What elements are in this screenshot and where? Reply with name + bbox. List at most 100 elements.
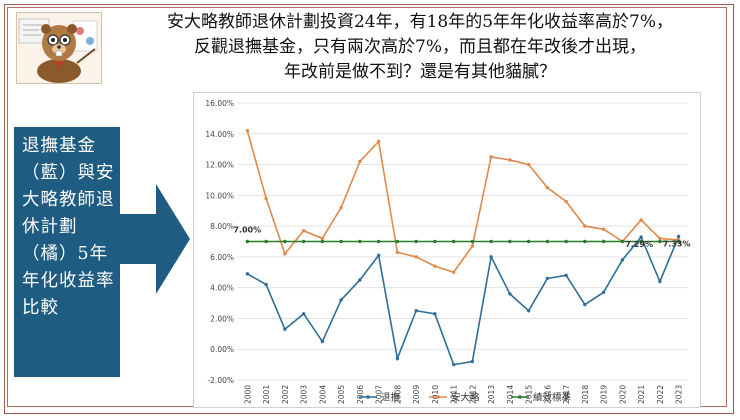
y-tick-label: 0.00%	[210, 345, 234, 354]
data-point-退撫	[564, 273, 568, 278]
data-point-退撫	[470, 359, 475, 364]
data-point-績效標準	[620, 239, 625, 244]
legend-label: 退撫	[381, 392, 401, 404]
x-tick-label: 2006	[356, 385, 365, 404]
data-point-安大略	[395, 250, 400, 254]
x-tick-label: 2014	[506, 385, 515, 404]
x-tick-label: 2020	[618, 385, 627, 404]
data-point-安大略	[414, 255, 418, 259]
data-point-績效標準	[358, 239, 362, 244]
x-tick-label: 2017	[562, 385, 571, 404]
y-tick-label: 2.00%	[210, 314, 234, 323]
data-point-安大略	[639, 218, 643, 222]
data-point-安大略	[339, 205, 343, 210]
data-point-績效標準	[245, 239, 250, 244]
data-point-績效標準	[676, 239, 681, 244]
data-point-安大略	[433, 264, 437, 268]
data-point-退撫	[545, 276, 550, 281]
data-point-績效標準	[545, 239, 550, 244]
data-point-績效標準	[301, 239, 306, 244]
data-point-退撫	[339, 298, 343, 302]
x-tick-label: 2010	[431, 385, 440, 404]
legend-marker	[518, 395, 522, 399]
data-point-績效標準	[433, 239, 437, 244]
x-tick-label: 2023	[675, 385, 684, 404]
data-point-退撫	[358, 278, 362, 282]
data-point-績效標準	[283, 239, 287, 244]
data-point-退撫	[301, 312, 306, 316]
data-point-績效標準	[658, 239, 662, 244]
x-tick-label: 2001	[262, 385, 271, 404]
y-tick-label: 8.00%	[210, 222, 234, 231]
x-tick-label: 2009	[412, 385, 421, 404]
data-point-安大略	[320, 236, 325, 241]
data-point-退撫	[264, 282, 268, 287]
legend-label: 績效標準	[533, 392, 572, 404]
y-tick-label: 12.00%	[205, 161, 234, 170]
x-tick-label: 2002	[281, 385, 290, 404]
x-tick-label: 2000	[243, 385, 252, 404]
x-tick-label: 2004	[318, 385, 327, 404]
y-tick-label: 6.00%	[210, 253, 234, 262]
data-point-退撫	[395, 356, 400, 361]
data-point-績效標準	[376, 239, 381, 244]
data-point-退撫	[620, 258, 625, 262]
data-point-安大略	[283, 252, 287, 256]
data-point-績效標準	[395, 239, 400, 244]
comparison-caption-text: 退撫基金（藍）與安大略教師退休計劃（橘）5年年化收益率比較	[22, 136, 115, 318]
x-tick-label: 2013	[487, 385, 496, 404]
legend-marker	[436, 395, 440, 399]
beaver-teacher-icon	[16, 12, 102, 84]
data-point-退撫	[451, 362, 456, 367]
x-tick-label: 2011	[450, 385, 459, 404]
data-point-退撫	[526, 309, 531, 313]
x-tick-label: 2022	[656, 385, 665, 404]
headline-line-3: 年改前是做不到？還是有其他貓膩？	[284, 62, 556, 82]
x-tick-label: 2003	[300, 385, 309, 404]
series-line-安大略	[246, 130, 679, 274]
data-point-退撫	[508, 292, 512, 296]
data-point-安大略	[526, 162, 531, 167]
data-point-安大略	[451, 270, 456, 274]
data-point-績效標準	[264, 239, 268, 244]
data-point-績效標準	[470, 239, 475, 244]
legend-label: 安大略	[451, 392, 480, 404]
chart-panel: -2.00% 0.00% 2.00% 4.00% 6.00% 8.00% 10.00% 12.…	[193, 92, 701, 408]
comparison-caption-box: 退撫基金（藍）與安大略教師退休計劃（橘）5年年化收益率比較	[14, 127, 120, 377]
data-point-績效標準	[508, 239, 512, 244]
headline-line-2: 反觀退撫基金，只有兩次高於7%，而且都在年改後才出現，	[194, 37, 646, 57]
x-tick-label: 2015	[525, 385, 534, 404]
outer-frame	[4, 4, 734, 414]
data-point-安大略	[470, 244, 475, 248]
data-point-退撫	[489, 255, 493, 259]
data-point-安大略	[564, 199, 568, 204]
data-point-退撫	[245, 272, 250, 276]
x-tick-label: 2021	[637, 385, 646, 404]
data-label: 7.00%	[233, 226, 261, 235]
data-point-安大略	[358, 159, 362, 164]
data-point-安大略	[489, 155, 493, 159]
headline-line-1: 安大略教師退休計劃投資24年，有18年的5年年化收益率高於7%，	[166, 12, 674, 32]
data-point-安大略	[545, 185, 550, 190]
data-point-績效標準	[526, 239, 531, 244]
series-line-退撫	[246, 235, 680, 366]
x-tick-label: 2005	[337, 385, 346, 404]
x-tick-label: 2012	[468, 385, 477, 404]
line-chart: -2.00% 0.00% 2.00% 4.00% 6.00% 8.00% 10.00% 12.…	[205, 99, 691, 404]
data-point-退撫	[283, 327, 287, 331]
headline: 安大略教師退休計劃投資24年，有18年的5年年化收益率高於7%， 反觀退撫基金，…	[110, 10, 730, 85]
data-point-績效標準	[451, 239, 456, 244]
x-tick-label: 2019	[600, 385, 609, 404]
data-point-安大略	[508, 158, 512, 162]
data-point-退撫	[601, 290, 606, 294]
data-point-安大略	[245, 129, 250, 133]
y-tick-label: 14.00%	[205, 130, 234, 139]
legend-marker	[366, 395, 370, 399]
data-point-退撫	[676, 234, 681, 239]
data-point-退撫	[320, 339, 325, 344]
data-label: 7.33%	[663, 239, 691, 248]
y-tick-label: 4.00%	[210, 284, 234, 293]
x-tick-label: 2008	[393, 385, 402, 404]
x-tick-label: 2007	[375, 385, 384, 404]
y-tick-label: -2.00%	[207, 376, 234, 385]
